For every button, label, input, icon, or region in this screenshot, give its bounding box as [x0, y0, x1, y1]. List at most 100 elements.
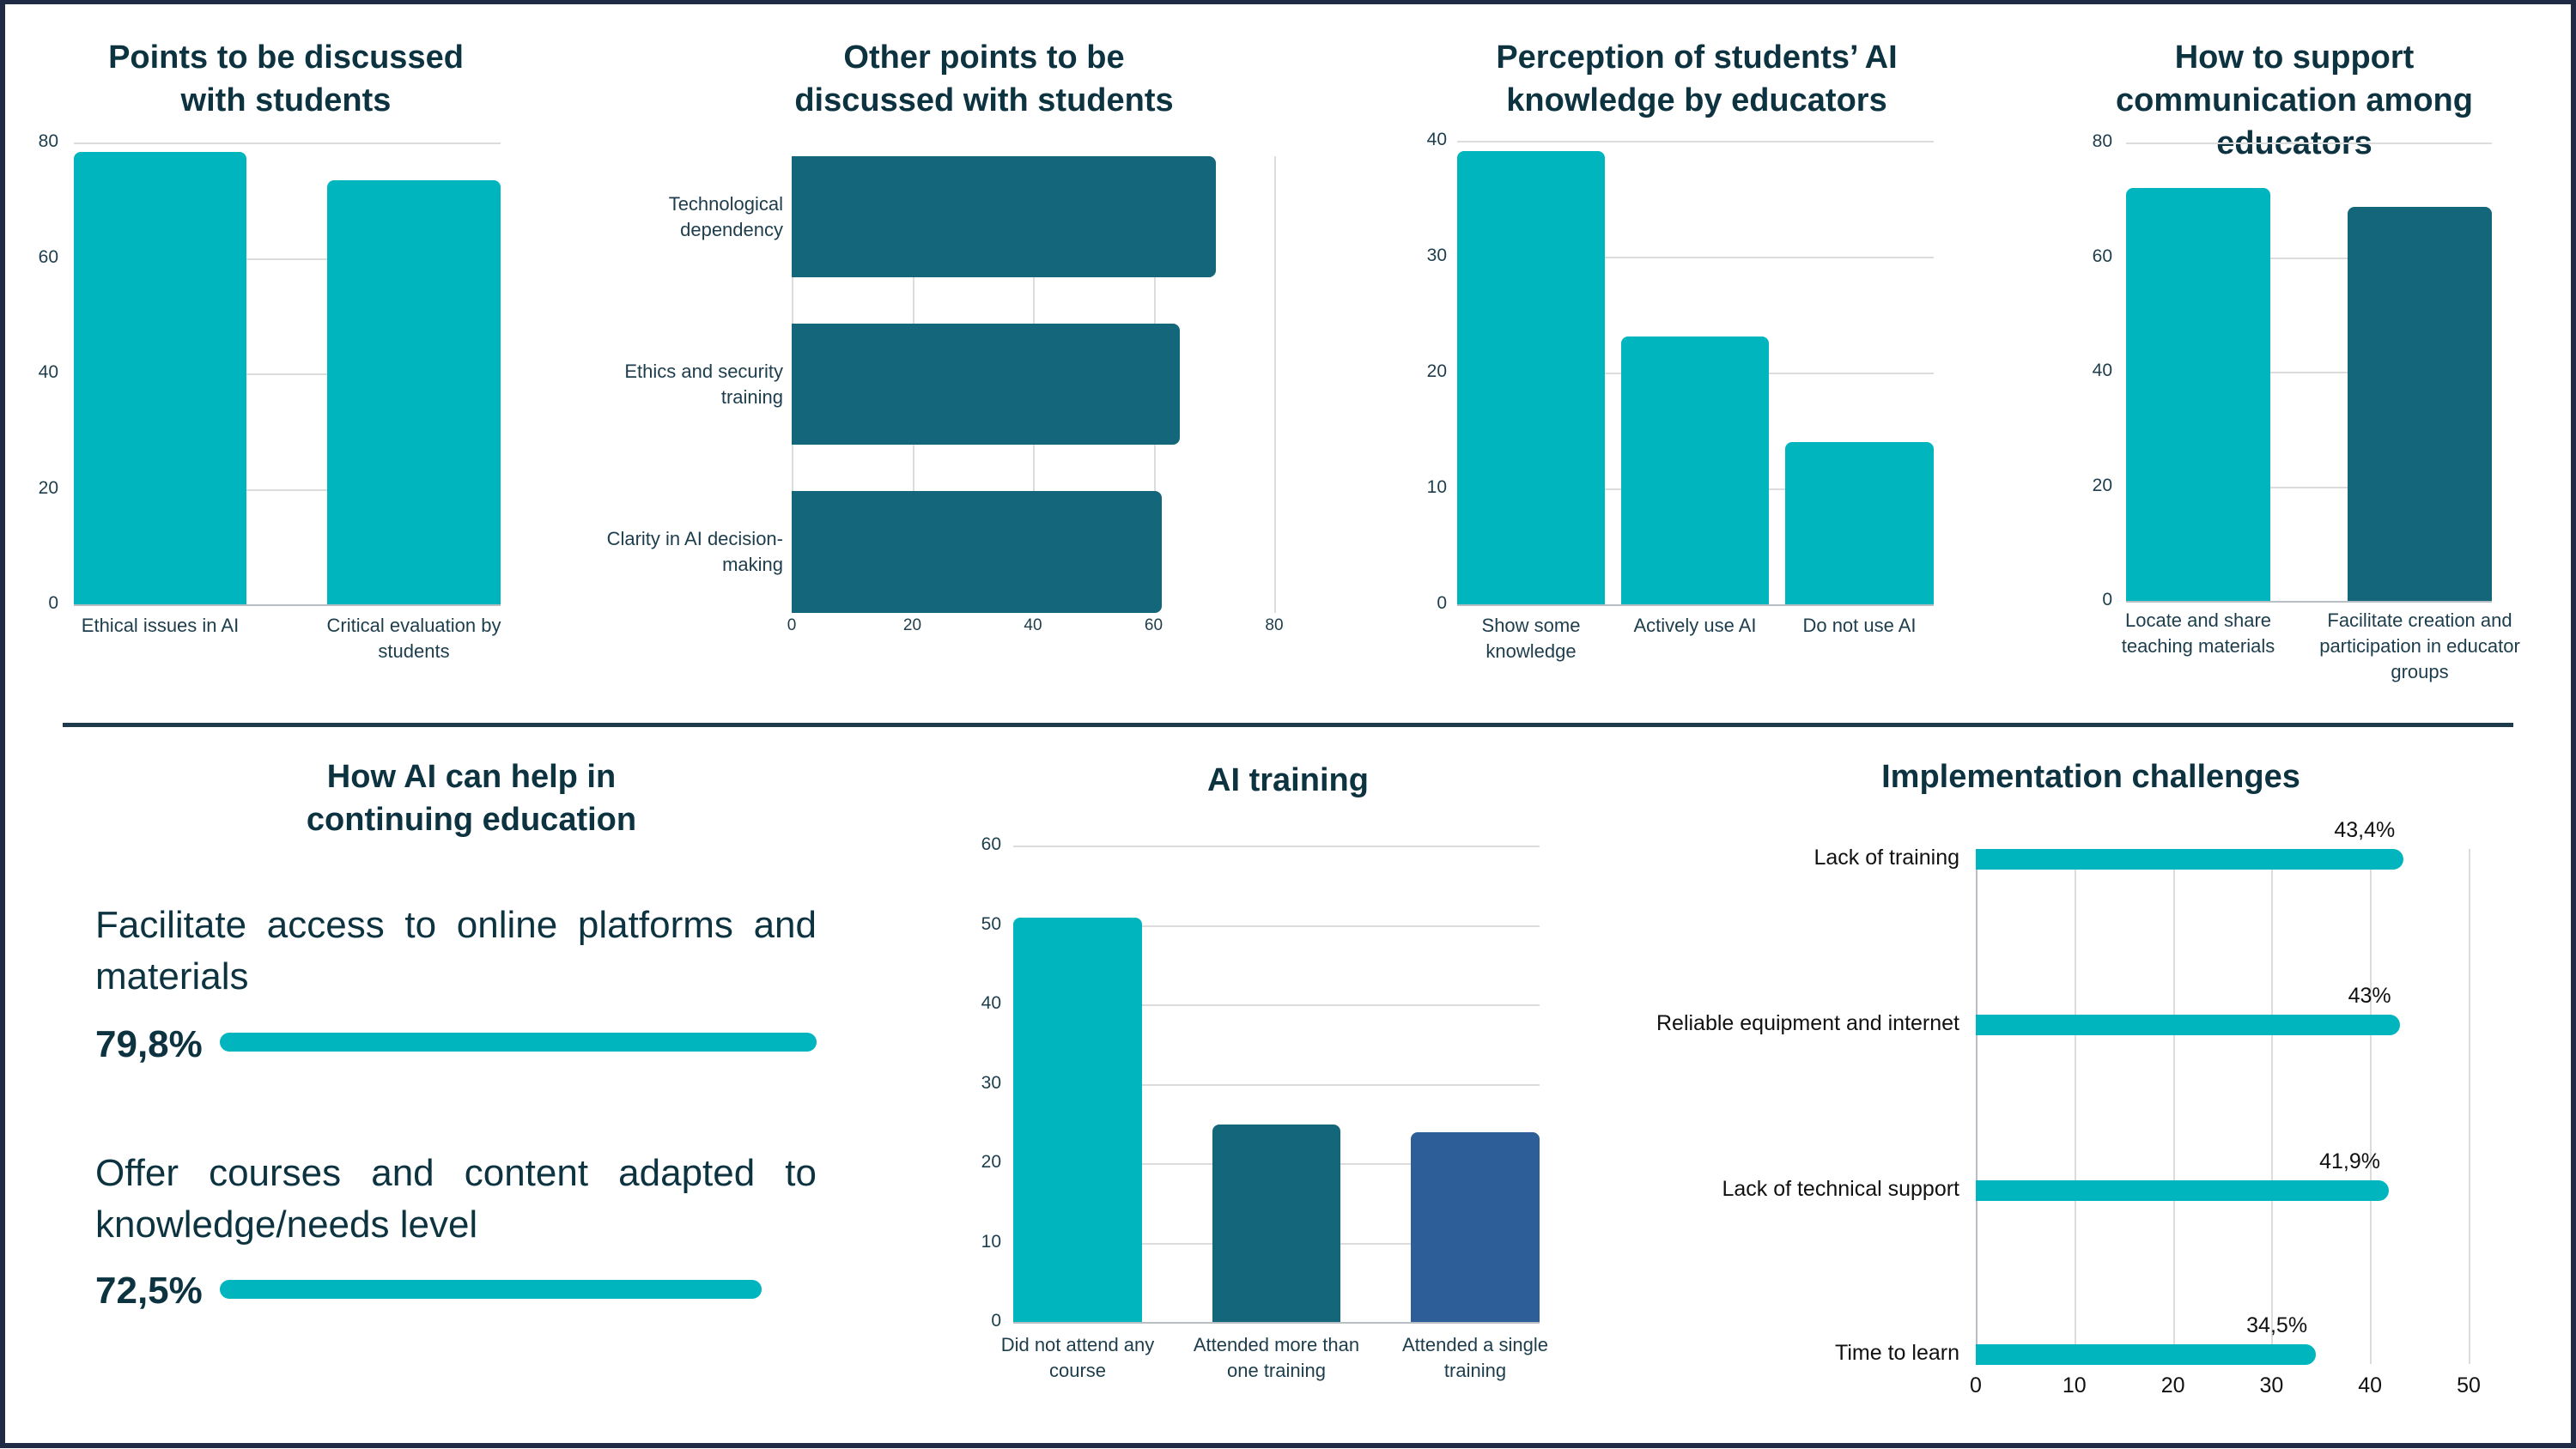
gridline — [2271, 849, 2274, 1364]
y-tick-label: 40 — [38, 362, 58, 382]
x-tick-label: 20 — [902, 616, 922, 634]
gridline — [2126, 372, 2492, 373]
chart-title: AI training — [1207, 762, 1369, 798]
gridline — [74, 373, 501, 375]
y-tick-label: 40 — [1426, 130, 1447, 149]
x-category-label: Attended more than one training — [1193, 1334, 1360, 1381]
gridline — [2074, 849, 2076, 1364]
bar — [1976, 1180, 2389, 1201]
y-tick-label: 0 — [1437, 593, 1447, 613]
y-tick-label: 60 — [2092, 246, 2112, 266]
bar — [1212, 1124, 1340, 1322]
progress-bar — [220, 1280, 762, 1299]
bar — [1976, 849, 2404, 870]
gridline — [1013, 1322, 1540, 1324]
gridline — [1013, 846, 1540, 847]
gridline — [2126, 601, 2492, 603]
gridline — [2469, 849, 2470, 1364]
y-tick-label: 10 — [1426, 477, 1447, 497]
bar — [327, 179, 501, 604]
x-tick-label: 20 — [2160, 1373, 2185, 1397]
y-tick-label: 80 — [38, 131, 58, 151]
y-category-label: Ethics and security training — [624, 360, 783, 408]
y-tick-label: 60 — [38, 246, 58, 267]
gridline — [1976, 849, 1978, 1364]
x-tick-label: 80 — [1265, 616, 1284, 634]
data-label: 41,9% — [2319, 1149, 2380, 1173]
y-category-label: Clarity in AI decision-making — [606, 528, 783, 575]
x-category-label: Critical evaluation by students — [326, 615, 501, 662]
x-tick-label: 10 — [2062, 1373, 2087, 1397]
ce-item-percent: 79,8% — [95, 1023, 203, 1065]
progress-bar — [220, 1033, 817, 1052]
gridline — [74, 604, 501, 606]
y-tick-label: 0 — [991, 1311, 1001, 1331]
ce-item-percent: 72,5% — [95, 1270, 203, 1312]
gridline — [2370, 849, 2372, 1364]
gridline — [1457, 141, 1934, 142]
y-category-label: Time to learn — [1835, 1341, 1959, 1365]
y-category-label: Reliable equipment and internet — [1656, 1011, 1959, 1035]
y-tick-label: 30 — [1426, 246, 1447, 265]
x-category-label: Did not attend any course — [1000, 1334, 1155, 1381]
x-tick-label: 0 — [787, 616, 797, 634]
x-tick-label: 0 — [1970, 1373, 1982, 1397]
y-tick-label: 60 — [981, 834, 1001, 854]
y-tick-label: 30 — [981, 1072, 1001, 1093]
data-label: 34,5% — [2246, 1313, 2308, 1337]
y-category-label: Lack of training — [1814, 846, 1959, 870]
bar — [1411, 1131, 1540, 1322]
gridline — [2126, 142, 2492, 144]
x-category-label: Facilitate creation and participation in… — [2319, 609, 2520, 682]
ce-item-label: Facilitate access to online platforms an… — [95, 904, 817, 997]
y-tick-label: 20 — [38, 477, 58, 498]
bar — [1621, 336, 1769, 604]
chart-title: Implementation challenges — [1881, 759, 2300, 795]
gridline — [2126, 486, 2492, 488]
chart-title: Points to be discussed with students — [108, 39, 464, 118]
gridline — [2172, 849, 2175, 1364]
gridline — [1457, 604, 1934, 606]
y-tick-label: 50 — [981, 913, 1001, 934]
y-tick-label: 20 — [1426, 361, 1447, 381]
gridline — [1457, 257, 1934, 258]
gridline — [74, 258, 501, 260]
y-tick-label: 20 — [981, 1152, 1001, 1172]
gridline — [1274, 156, 1276, 613]
gridline — [1013, 1083, 1540, 1086]
chart-title: How AI can help in continuing education — [306, 759, 637, 838]
x-tick-label: 50 — [2457, 1373, 2481, 1397]
bar — [74, 152, 246, 604]
y-tick-label: 0 — [48, 593, 58, 613]
chart-title: How to support communication among educa… — [2116, 39, 2473, 161]
data-label: 43,4% — [2334, 818, 2396, 842]
x-tick-label: 40 — [1024, 616, 1042, 634]
bar — [1976, 1344, 2317, 1365]
y-tick-label: 40 — [2092, 361, 2112, 380]
x-category-label: Show some knowledge — [1481, 615, 1581, 662]
section-divider — [63, 723, 2513, 727]
bar — [1785, 442, 1934, 604]
x-category-label: Do not use AI — [1802, 615, 1917, 636]
x-category-label: Ethical issues in AI — [81, 615, 240, 636]
gridline — [1013, 925, 1540, 927]
bar — [1976, 1015, 2400, 1035]
bar — [792, 156, 1216, 277]
chart-title: Other points to be discussed with studen… — [794, 39, 1174, 118]
x-tick-label: 40 — [2358, 1373, 2383, 1397]
x-category-label: Locate and share teaching materials — [2121, 609, 2275, 657]
x-tick-label: 60 — [1144, 616, 1163, 634]
gridline — [74, 488, 501, 491]
gridline — [2126, 257, 2492, 259]
data-label: 43% — [2348, 984, 2391, 1008]
chart-title: Perception of students’ AI knowledge by … — [1496, 39, 1898, 118]
bar — [792, 324, 1181, 445]
bar — [2126, 187, 2270, 601]
x-category-label: Actively use AI — [1633, 615, 1757, 636]
y-tick-label: 80 — [2092, 131, 2112, 151]
y-tick-label: 40 — [981, 993, 1001, 1013]
y-tick-label: 20 — [2092, 475, 2112, 495]
y-tick-label: 0 — [2102, 590, 2112, 609]
bar — [1013, 918, 1142, 1322]
